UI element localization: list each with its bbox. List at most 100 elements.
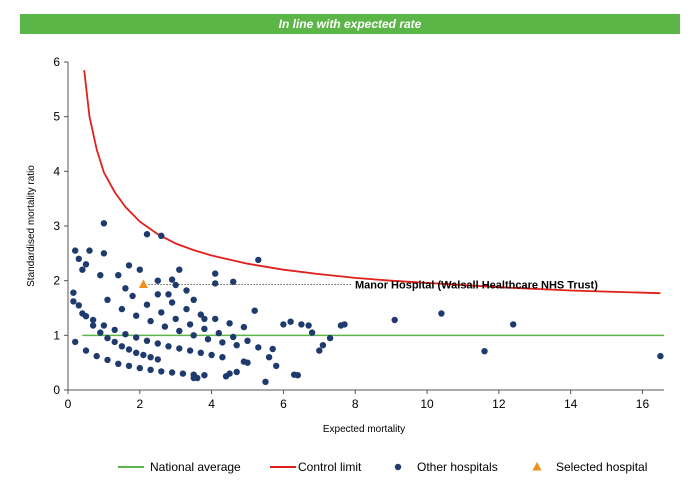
other-hospital-point [176, 345, 183, 352]
other-hospital-point [147, 317, 154, 325]
other-hospital-point [86, 247, 93, 254]
other-hospital-point [294, 372, 301, 379]
other-hospital-point [122, 285, 129, 292]
legend-swatch [532, 462, 542, 471]
status-banner: In line with expected rate [20, 14, 680, 34]
other-hospital-point [115, 360, 122, 367]
other-hospital-point [100, 250, 108, 257]
other-hospital-point [133, 334, 140, 341]
other-hospital-point [147, 354, 154, 361]
other-hospital-point [118, 305, 126, 313]
other-hospital-point [82, 261, 90, 268]
other-hospital-point [168, 276, 176, 283]
y-axis-label: Standardised mortality ratio [26, 165, 37, 287]
x-tick-label: 6 [280, 397, 287, 411]
other-hospital-point [230, 278, 237, 285]
x-tick-label: 8 [352, 397, 359, 411]
other-hospital-point [510, 321, 517, 328]
other-hospital-point [143, 231, 151, 238]
other-hospital-point [75, 255, 83, 262]
other-hospital-point [133, 349, 140, 356]
other-hospital-point [316, 347, 323, 354]
other-hospital-point [104, 296, 111, 303]
other-hospital-point [230, 333, 237, 341]
other-hospital-point [265, 354, 273, 361]
other-hospital-point [280, 321, 287, 328]
other-hospital-point [305, 322, 312, 329]
other-hospital-point [72, 247, 79, 254]
other-hospital-point [194, 374, 201, 382]
other-hospital-point [125, 262, 133, 269]
other-hospital-point [287, 318, 294, 325]
plot-area: Manor Hospital (Walsall Healthcare NHS T… [70, 70, 664, 385]
other-hospital-point [197, 311, 204, 318]
other-hospital-point [176, 266, 183, 273]
other-hospital-point [97, 272, 104, 279]
other-hospital-point [125, 362, 133, 370]
other-hospital-point [657, 352, 664, 360]
legend: National average Control limit Other hospi… [118, 460, 647, 474]
other-hospital-point [319, 342, 327, 349]
legend-label: National average [150, 460, 241, 474]
other-hospital-point [118, 343, 126, 350]
other-hospital-point [89, 316, 97, 324]
other-hospital-point [82, 347, 90, 354]
other-hospital-point [93, 352, 100, 360]
other-hospital-point [172, 281, 179, 289]
other-hospital-point [70, 298, 77, 305]
other-hospital-point [201, 372, 208, 379]
other-hospital-point [233, 342, 240, 349]
legend-label: Control limit [298, 460, 362, 474]
selected-hospital-point [138, 279, 148, 288]
other-hospital-point [269, 345, 276, 353]
x-tick-label: 14 [564, 397, 578, 411]
other-hospital-point [115, 272, 122, 279]
other-hospital-point [89, 322, 97, 329]
x-tick-label: 16 [636, 397, 650, 411]
other-hospital-point [122, 331, 129, 338]
other-hospital-point [143, 337, 151, 344]
x-tick-label: 10 [420, 397, 434, 411]
other-hospital-point [104, 334, 111, 342]
other-hospital-point [226, 370, 233, 377]
other-hospital-point [201, 315, 208, 323]
y-tick-label: 4 [53, 164, 60, 178]
other-hospital-point [165, 291, 172, 298]
other-hospital-point [79, 310, 86, 317]
other-hospital-point [201, 325, 208, 332]
other-hospital-point [190, 296, 197, 303]
other-hospital-point [255, 256, 262, 264]
other-hospital-point [208, 351, 215, 359]
x-tick-label: 0 [65, 397, 72, 411]
y-tick-label: 5 [53, 110, 60, 124]
legend-label: Other hospitals [417, 460, 498, 474]
other-hospital-point [481, 348, 488, 355]
y-tick-label: 6 [53, 55, 60, 69]
x-axis-label: Expected mortality [323, 424, 405, 435]
other-hospital-point [255, 344, 262, 351]
legend-swatch [394, 463, 402, 471]
other-hospital-point [341, 321, 348, 328]
other-hospital-point [136, 266, 143, 273]
other-hospital-point [136, 364, 143, 372]
other-hospital-point [133, 312, 140, 319]
other-hospital-point [212, 315, 219, 323]
other-hospital-point [100, 220, 108, 227]
other-hospital-point [161, 323, 169, 330]
other-hospital-point [233, 368, 240, 376]
legend-label: Selected hospital [556, 460, 647, 474]
other-hospital-point [75, 302, 83, 309]
other-hospital-point [438, 310, 445, 317]
other-hospital-point [186, 347, 194, 354]
other-hospital-point [326, 334, 334, 342]
other-hospital-point [147, 366, 154, 373]
other-hospital-point [212, 270, 219, 277]
other-hospital-point [190, 332, 197, 339]
other-hospital-point [111, 326, 118, 334]
other-hospital-point [197, 349, 204, 356]
x-tick-label: 12 [492, 397, 506, 411]
other-hospital-point [70, 289, 77, 296]
y-tick-label: 1 [53, 328, 60, 342]
